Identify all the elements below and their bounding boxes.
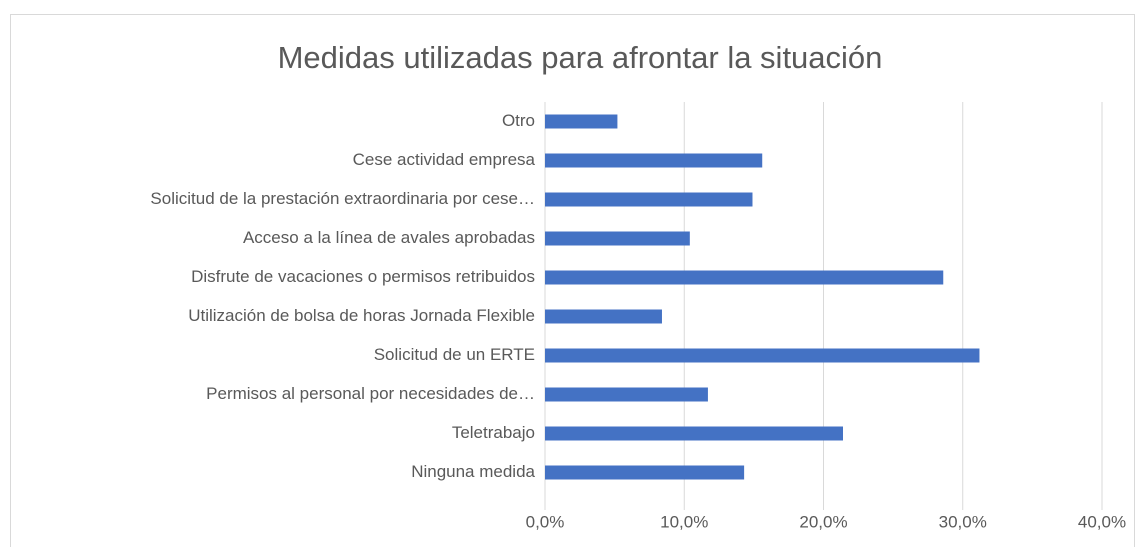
x-tick-label: 20,0% <box>799 512 847 531</box>
y-tick-label: Utilización de bolsa de horas Jornada Fl… <box>188 306 535 325</box>
chart-title: Medidas utilizadas para afrontar la situ… <box>278 40 883 75</box>
bar <box>545 192 753 207</box>
bar <box>545 387 708 402</box>
bar <box>545 153 763 168</box>
y-tick-label: Cese actividad empresa <box>353 150 536 169</box>
x-tick-label: 10,0% <box>660 512 708 531</box>
y-tick-label: Solicitud de la prestación extraordinari… <box>150 189 535 208</box>
y-tick-label: Ninguna medida <box>411 462 535 481</box>
y-tick-label: Disfrute de vacaciones o permisos retrib… <box>191 267 535 286</box>
bar <box>545 426 843 441</box>
bar <box>545 231 690 246</box>
bar <box>545 465 745 480</box>
y-tick-label: Teletrabajo <box>452 423 535 442</box>
y-tick-label: Permisos al personal por necesidades de… <box>206 384 535 403</box>
x-tick-label: 40,0% <box>1078 512 1126 531</box>
bar <box>545 348 980 363</box>
x-tick-label: 0,0% <box>526 512 565 531</box>
bar <box>545 270 944 285</box>
x-tick-label: 30,0% <box>939 512 987 531</box>
y-tick-label: Otro <box>502 111 535 130</box>
y-tick-label: Solicitud de un ERTE <box>374 345 535 364</box>
y-tick-label: Acceso a la línea de avales aprobadas <box>243 228 535 247</box>
bar <box>545 309 662 324</box>
bar <box>545 114 618 129</box>
